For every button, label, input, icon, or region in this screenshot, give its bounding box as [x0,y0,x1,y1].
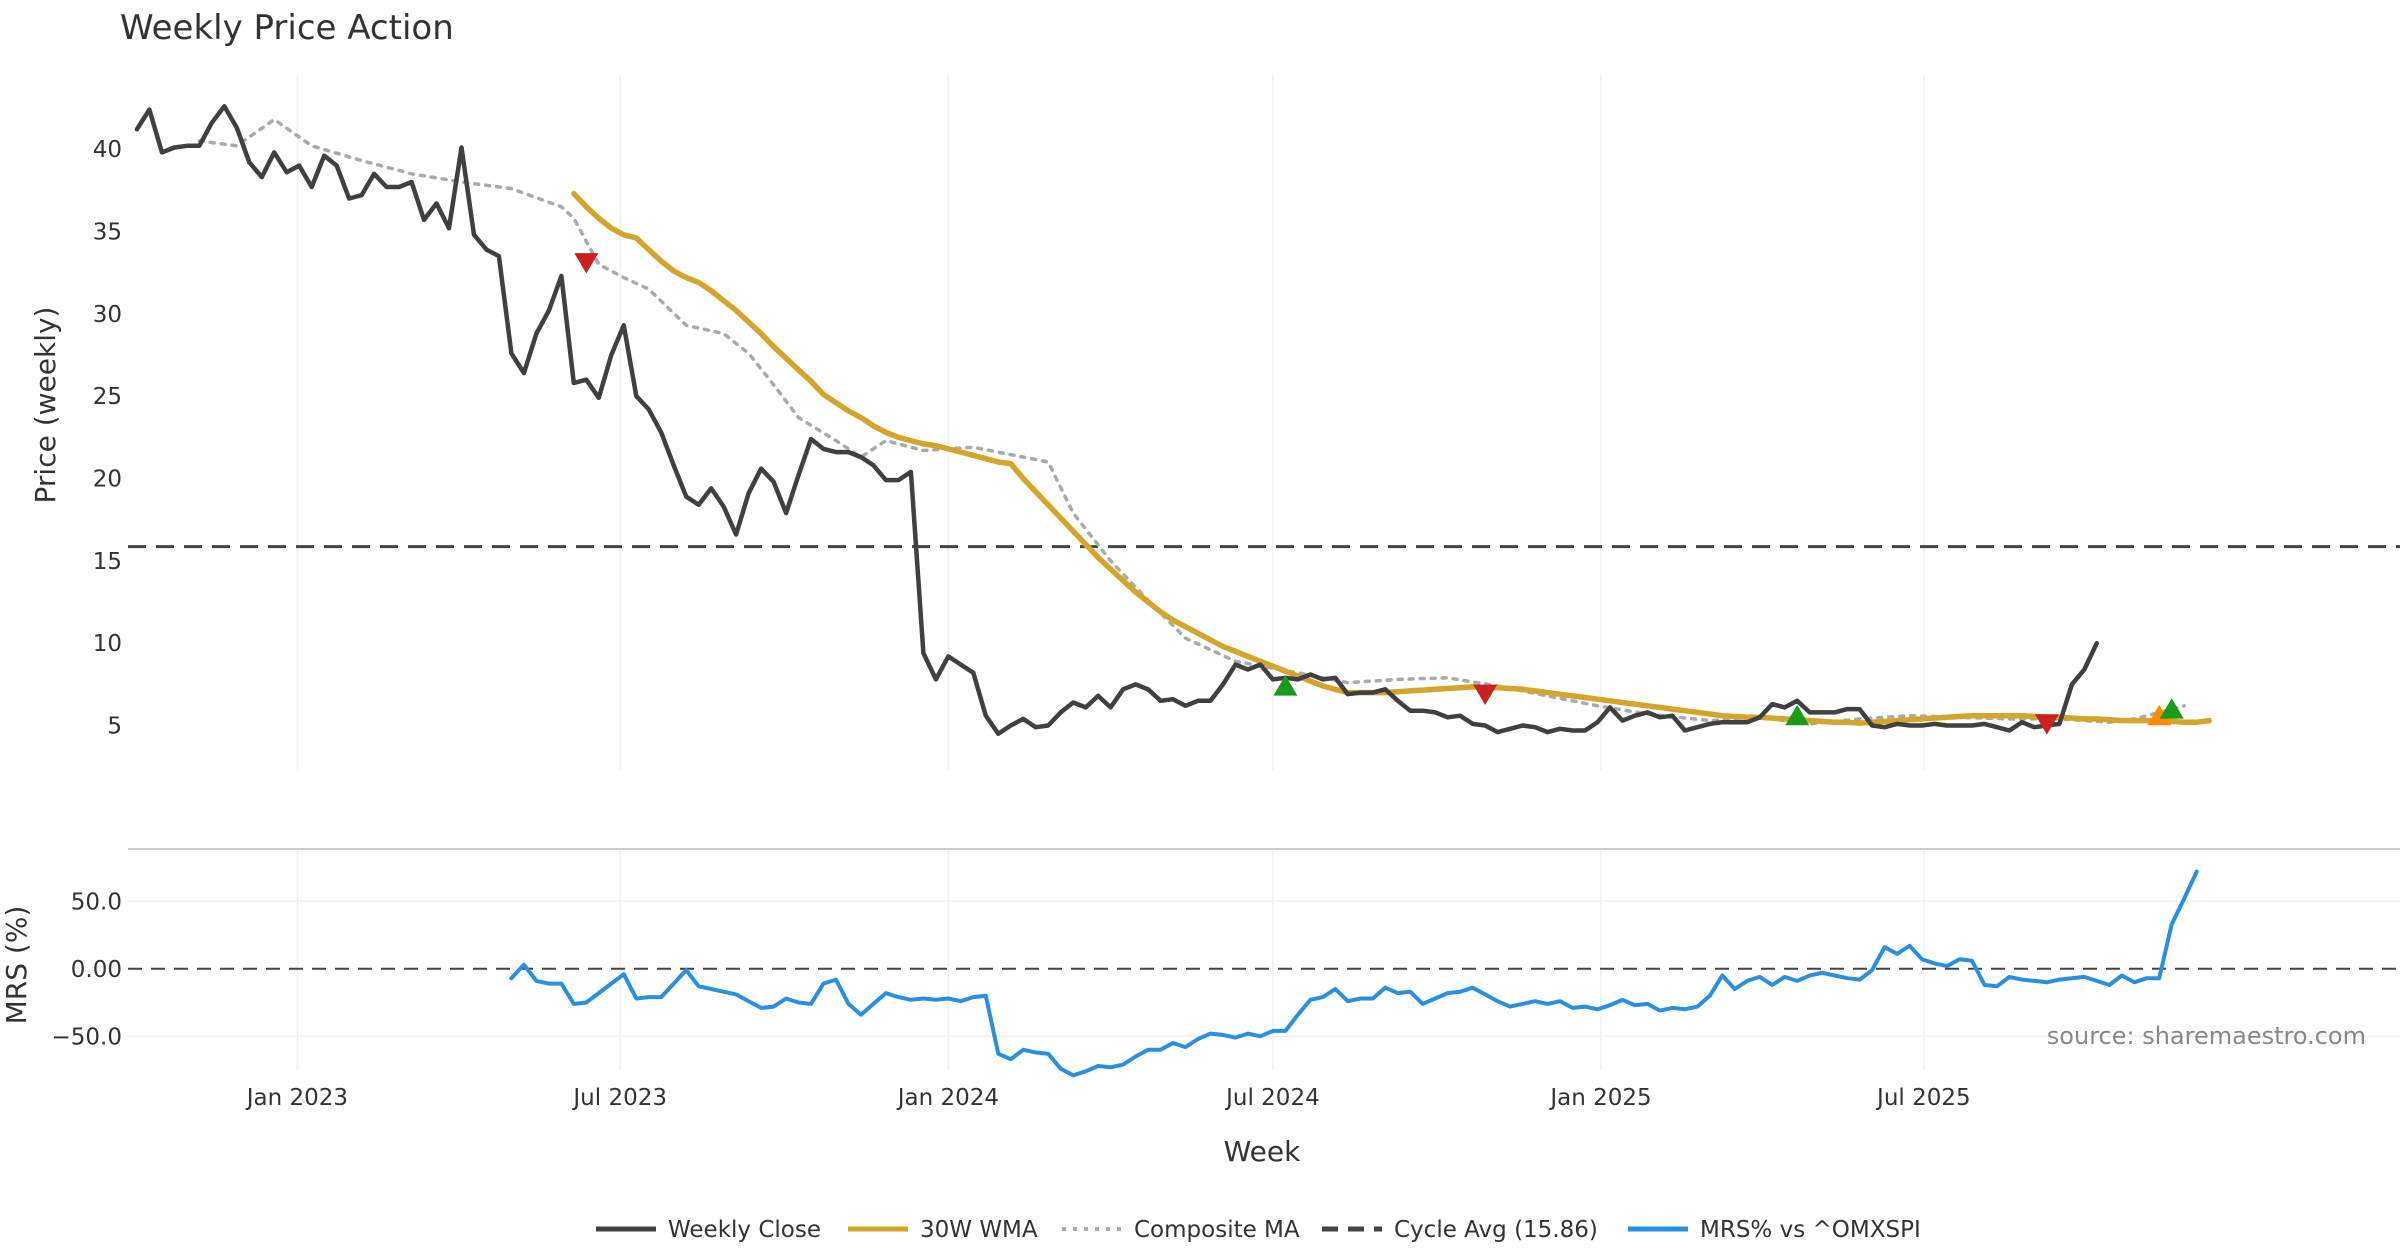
source-annotation: source: sharemaestro.com [2047,1022,2366,1050]
signal-markers [574,253,2184,735]
buy-signal-marker [2147,704,2172,726]
x-tick-label: Jul 2025 [1875,1085,1971,1111]
price-series-group [134,104,2212,737]
price-y-axis-title: Price (weekly) [29,307,62,504]
x-tick-label: Jan 2023 [245,1085,348,1111]
price-y-tick-label: 15 [93,549,122,575]
price-y-tick-label: 25 [93,384,122,410]
x-tick-label: Jan 2024 [896,1085,999,1111]
x-tick-label: Jan 2025 [1548,1085,1651,1111]
legend-label: Weekly Close [668,1217,821,1243]
legend-label: Cycle Avg (15.86) [1394,1217,1598,1243]
x-tick-label: Jul 2024 [1224,1085,1320,1111]
buy-signal-marker [2159,698,2184,719]
chart-title: Weekly Price Action [120,8,454,48]
x-axis-title: Week [1224,1135,1301,1168]
composite-ma-line [197,117,2186,726]
legend-label: Composite MA [1134,1217,1300,1243]
sell-signal-marker [1473,684,1498,706]
mrs-y-axis-title: MRS (%) [0,906,33,1025]
legend-label: MRS% vs ^OMXSPI [1700,1217,1921,1243]
mrs-series-group [509,869,2199,1078]
buy-signal-marker [1273,675,1298,696]
legend-label: 30W WMA [920,1217,1038,1243]
legend: Weekly Close 30W WMA Composite MA Cycle Avg… [596,1217,1921,1243]
mrs-y-tick-label: −50.0 [52,1024,122,1050]
price-y-tick-label: 20 [93,466,122,492]
buy-signal-marker [1785,704,1810,726]
price-y-ticks: 5 10 15 20 25 30 35 40 [93,137,122,739]
mrs-y-tick-label: 50.0 [71,889,122,915]
sell-signal-marker [574,253,599,274]
price-vertical-grid [296,75,1925,770]
weekly-close-line [134,104,2100,737]
mrs-y-tick-label: 0.00 [71,957,122,983]
price-y-tick-label: 5 [107,714,122,740]
x-tick-label: Jul 2023 [571,1085,667,1111]
price-y-tick-label: 35 [93,219,122,245]
price-y-tick-label: 30 [93,302,122,328]
price-y-tick-label: 40 [93,137,122,163]
mrs-line [509,869,2199,1078]
price-y-tick-label: 10 [93,631,122,657]
sell-signal-marker [2034,714,2059,735]
x-axis-ticks: Jan 2023 Jul 2023 Jan 2024 Jul 2024 Jan 2025… [245,1085,1971,1111]
mrs-y-ticks: 50.0 0.00 −50.0 [52,889,122,1050]
